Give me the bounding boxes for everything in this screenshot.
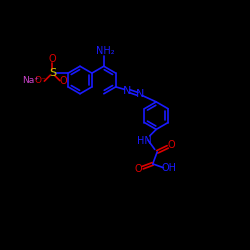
Text: O: O <box>60 76 67 86</box>
Text: NH₂: NH₂ <box>96 46 114 56</box>
Text: HN: HN <box>137 136 152 146</box>
Text: Na⁺: Na⁺ <box>22 76 39 86</box>
Text: O: O <box>48 54 56 64</box>
Text: O⁻: O⁻ <box>35 76 47 86</box>
Text: S: S <box>49 68 56 78</box>
Text: O: O <box>135 164 142 174</box>
Text: OH: OH <box>162 163 177 173</box>
Text: N: N <box>123 86 131 96</box>
Text: N: N <box>136 90 144 100</box>
Text: O: O <box>168 140 175 150</box>
